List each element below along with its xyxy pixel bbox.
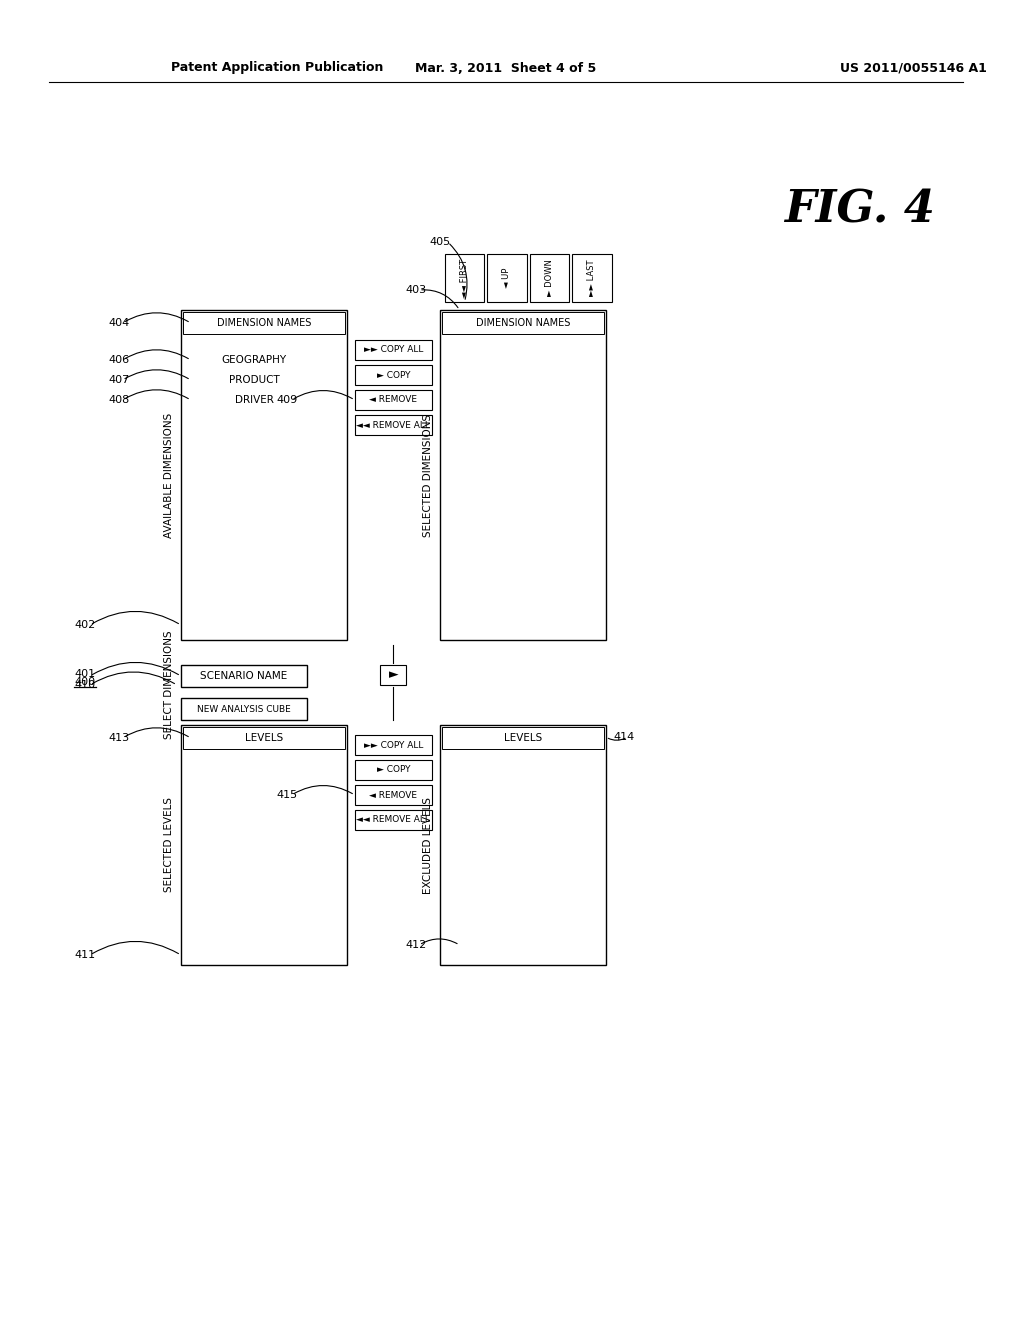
Text: SELECT DIMENSIONS: SELECT DIMENSIONS [164,631,174,739]
Text: SELECTED DIMENSIONS: SELECTED DIMENSIONS [423,413,433,536]
Text: 403: 403 [406,285,426,294]
Text: US 2011/0055146 A1: US 2011/0055146 A1 [840,62,987,74]
Text: 408: 408 [109,395,130,405]
Text: ◄ REMOVE: ◄ REMOVE [370,791,418,800]
Text: AVAILABLE DIMENSIONS: AVAILABLE DIMENSIONS [164,412,174,537]
Text: 407: 407 [109,375,130,385]
Text: PRODUCT: PRODUCT [228,375,280,385]
Bar [487,253,526,302]
Text: 415: 415 [276,789,298,800]
Text: ►► COPY ALL: ►► COPY ALL [364,346,423,355]
Bar [444,253,484,302]
Bar [354,389,432,411]
Bar [441,727,604,748]
Text: ►► LAST: ►► LAST [588,260,596,296]
Text: ◄ UP: ◄ UP [503,268,511,288]
Text: 401: 401 [74,669,95,678]
Bar [354,341,432,360]
Bar [181,725,347,965]
Text: ◄◄ REMOVE ALL: ◄◄ REMOVE ALL [356,816,430,825]
Text: 411: 411 [74,950,95,960]
Bar [354,414,432,436]
Text: 405: 405 [430,238,451,247]
Bar [183,727,345,748]
Text: SCENARIO NAME: SCENARIO NAME [201,671,288,681]
Text: ► DOWN: ► DOWN [545,260,554,297]
Text: NEW ANALYSIS CUBE: NEW ANALYSIS CUBE [198,705,291,714]
Bar [354,785,432,805]
Text: ◄ REMOVE: ◄ REMOVE [370,396,418,404]
Text: 404: 404 [109,318,130,327]
Bar [183,312,345,334]
Text: ► COPY: ► COPY [377,371,410,380]
Text: 413: 413 [109,733,130,743]
Text: 410: 410 [74,680,95,690]
Text: DIMENSION NAMES: DIMENSION NAMES [217,318,311,327]
Text: ► COPY: ► COPY [377,766,410,775]
Bar [439,310,606,640]
Text: EXCLUDED LEVELS: EXCLUDED LEVELS [423,796,433,894]
Bar [354,760,432,780]
Text: ►► COPY ALL: ►► COPY ALL [364,741,423,750]
Text: 414: 414 [613,733,635,742]
Text: FIG. 4: FIG. 4 [784,189,935,231]
Text: ►: ► [388,668,398,681]
Text: LEVELS: LEVELS [504,733,542,743]
Text: 406: 406 [109,355,130,366]
Bar [441,312,604,334]
Text: 400: 400 [74,677,95,686]
Bar [354,366,432,385]
Bar [181,310,347,640]
Bar [354,810,432,830]
Text: GEOGRAPHY: GEOGRAPHY [221,355,287,366]
Bar [381,665,407,685]
Text: ◄◄ REMOVE ALL: ◄◄ REMOVE ALL [356,421,430,429]
Text: ◄◄ FIRST: ◄◄ FIRST [460,259,469,297]
Text: Patent Application Publication: Patent Application Publication [171,62,383,74]
Text: DRIVER: DRIVER [234,395,273,405]
Bar [181,698,307,719]
Bar [354,735,432,755]
Bar [439,725,606,965]
Text: LEVELS: LEVELS [245,733,283,743]
Text: 409: 409 [276,395,298,405]
Text: SELECTED LEVELS: SELECTED LEVELS [164,797,174,892]
Text: 412: 412 [406,940,426,950]
Text: Mar. 3, 2011  Sheet 4 of 5: Mar. 3, 2011 Sheet 4 of 5 [416,62,597,74]
Text: 402: 402 [74,620,95,630]
Text: DIMENSION NAMES: DIMENSION NAMES [475,318,570,327]
Bar [181,665,307,686]
Bar [572,253,611,302]
Bar [529,253,569,302]
